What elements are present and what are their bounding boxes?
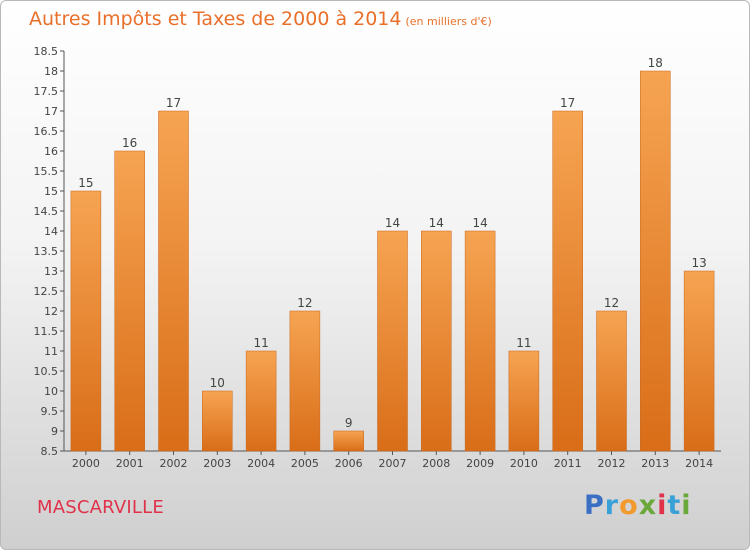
- x-tick-label: 2002: [160, 457, 188, 470]
- proxiti-logo: Proxiti: [584, 490, 692, 521]
- y-tick-label: 13: [44, 265, 58, 278]
- data-label: 15: [78, 176, 93, 190]
- logo-letter: i: [681, 490, 692, 521]
- bar-2012: [596, 310, 627, 452]
- bar-2003: [202, 390, 233, 452]
- logo-letter: o: [619, 490, 639, 521]
- y-tick-label: 17: [44, 105, 58, 118]
- y-tick-label: 9.5: [41, 405, 59, 418]
- x-tick-label: 2003: [203, 457, 231, 470]
- data-label: 14: [472, 216, 487, 230]
- bar-2011: [552, 110, 583, 452]
- data-label: 17: [560, 96, 575, 110]
- x-tick-label: 2007: [379, 457, 407, 470]
- y-tick-label: 8.5: [41, 445, 59, 458]
- y-tick-label: 14: [44, 225, 58, 238]
- x-tick-label: 2012: [598, 457, 626, 470]
- y-tick-label: 16.5: [34, 125, 59, 138]
- bar-2008: [421, 230, 452, 452]
- data-label: 11: [516, 336, 531, 350]
- bar-2014: [683, 270, 715, 452]
- chart-title-text: Autres Impôts et Taxes de 2000 à 2014: [29, 8, 402, 30]
- logo-letter: t: [667, 490, 682, 521]
- logo-letter: x: [638, 490, 658, 521]
- x-tick-label: 2004: [247, 457, 275, 470]
- y-tick-label: 12.5: [34, 285, 59, 298]
- data-label: 16: [122, 136, 137, 150]
- data-label: 12: [297, 296, 312, 310]
- data-label: 10: [210, 376, 225, 390]
- x-tick-label: 2001: [116, 457, 144, 470]
- chart-title: Autres Impôts et Taxes de 2000 à 2014 (en…: [29, 8, 492, 30]
- logo-letter: r: [604, 490, 620, 521]
- bar-2004: [245, 350, 277, 452]
- data-label: 11: [253, 336, 268, 350]
- y-tick-label: 10: [44, 385, 58, 398]
- y-tick-label: 15: [44, 185, 58, 198]
- y-tick-label: 11: [44, 345, 58, 358]
- y-tick-label: 11.5: [34, 325, 59, 338]
- y-tick-label: 16: [44, 145, 58, 158]
- bar-2007: [377, 230, 408, 452]
- y-tick-label: 13.5: [34, 245, 59, 258]
- x-tick-label: 2010: [510, 457, 538, 470]
- logo-letter: P: [584, 490, 605, 521]
- x-tick-label: 2005: [291, 457, 319, 470]
- bar-2005: [289, 310, 321, 452]
- bar-2001: [114, 150, 145, 452]
- bar-2009: [464, 230, 496, 452]
- x-tick-label: 2009: [466, 457, 494, 470]
- data-label: 18: [648, 56, 663, 70]
- data-label: 17: [166, 96, 181, 110]
- y-tick-label: 18: [44, 65, 58, 78]
- y-tick-label: 10.5: [34, 365, 59, 378]
- data-label: 9: [345, 416, 353, 430]
- x-tick-label: 2008: [422, 457, 450, 470]
- bar-2013: [640, 70, 671, 452]
- bar-2006: [333, 430, 364, 452]
- x-tick-label: 2000: [72, 457, 100, 470]
- data-label: 12: [604, 296, 619, 310]
- x-tick-label: 2014: [685, 457, 713, 470]
- bar-2010: [508, 350, 540, 452]
- bar-2002: [158, 110, 189, 452]
- data-label: 13: [691, 256, 706, 270]
- logo-letter: i: [657, 490, 668, 521]
- x-tick-label: 2013: [641, 457, 669, 470]
- y-tick-label: 18.5: [34, 45, 59, 58]
- x-tick-label: 2006: [335, 457, 363, 470]
- bar-2000: [70, 190, 102, 452]
- y-tick-label: 9: [51, 425, 58, 438]
- data-label: 14: [429, 216, 444, 230]
- y-tick-label: 17.5: [34, 85, 59, 98]
- y-tick-label: 15.5: [34, 165, 59, 178]
- chart-unit-label: (en milliers d'€): [405, 15, 492, 28]
- y-tick-label: 14.5: [34, 205, 59, 218]
- y-tick-label: 12: [44, 305, 58, 318]
- x-tick-label: 2011: [554, 457, 582, 470]
- data-label: 14: [385, 216, 400, 230]
- location-name: MASCARVILLE: [37, 497, 164, 518]
